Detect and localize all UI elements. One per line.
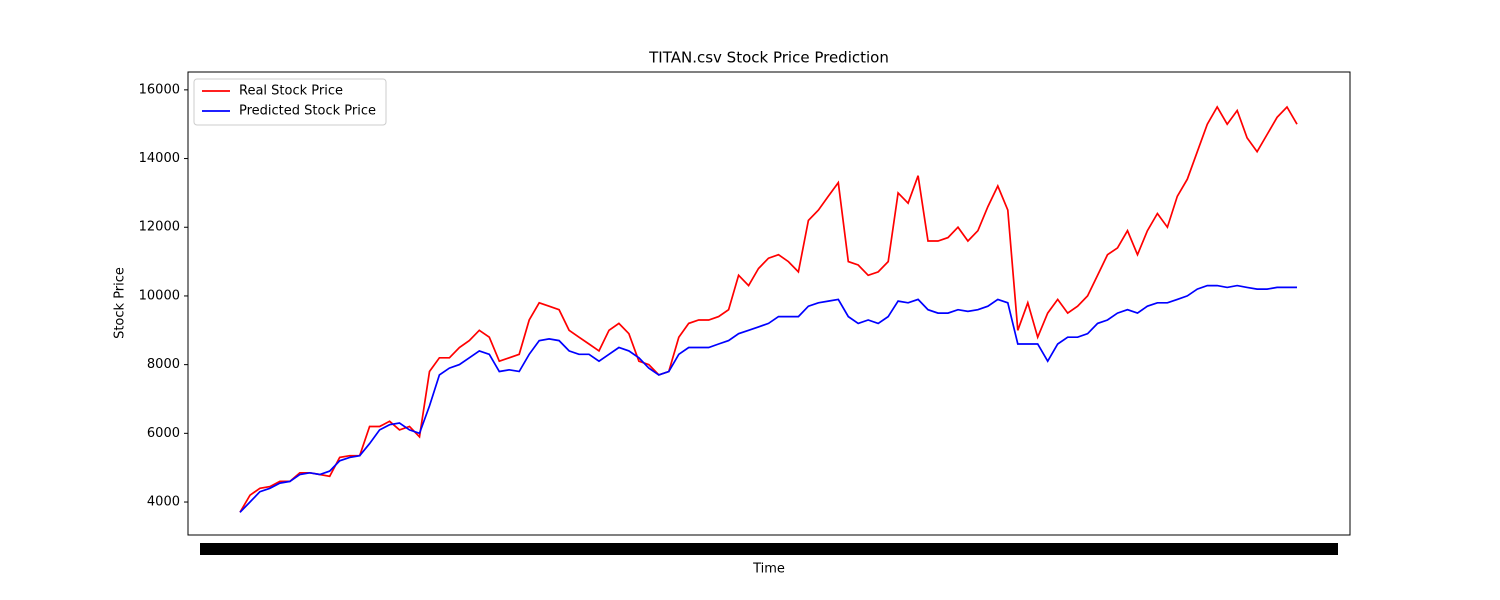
legend-box xyxy=(193,78,387,126)
y-tick-label: 10000 xyxy=(139,288,180,303)
plot-frame xyxy=(187,71,1351,536)
y-tick-label: 4000 xyxy=(147,495,180,510)
x-tick-labels-overlap xyxy=(200,543,1338,555)
y-tick-label: 6000 xyxy=(147,426,180,441)
x-axis-label: Time xyxy=(752,562,785,577)
y-axis-label: Stock Price xyxy=(113,267,128,339)
y-tick-label: 14000 xyxy=(139,151,180,166)
line-series xyxy=(239,284,1297,513)
y-tick-label: 12000 xyxy=(139,220,180,235)
y-tick-label: 8000 xyxy=(147,357,180,372)
line-series xyxy=(239,105,1298,513)
chart-title: TITAN.csv Stock Price Prediction xyxy=(648,49,889,67)
y-tick-label: 16000 xyxy=(139,82,180,97)
legend-label: Predicted Stock Price xyxy=(239,104,376,119)
legend-label: Real Stock Price xyxy=(239,84,343,99)
